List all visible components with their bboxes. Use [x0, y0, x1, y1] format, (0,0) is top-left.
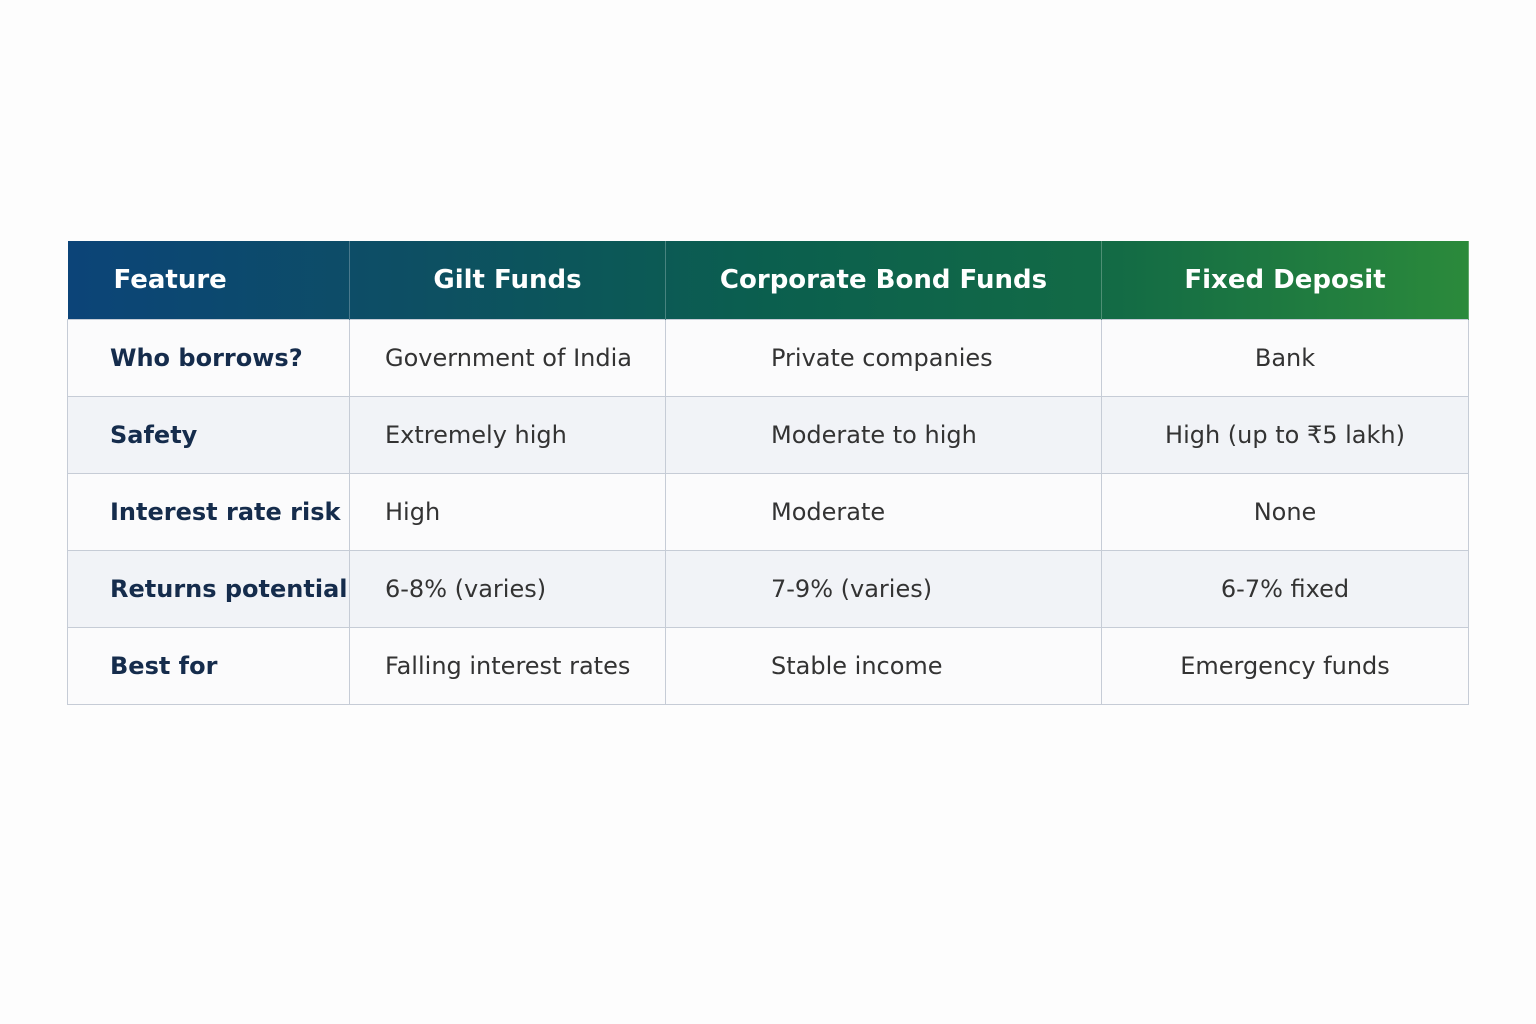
table-cell: Emergency funds [1101, 627, 1469, 705]
table-cell: 6-8% (varies) [349, 550, 666, 628]
table-row: Who borrows? Government of India Private c… [67, 319, 1469, 397]
header-cell: Feature [67, 241, 350, 320]
table-row: Safety Extremely high Moderate to high High… [67, 396, 1469, 474]
header-row: Feature Gilt Funds Corporate Bond Funds Fix… [67, 241, 1469, 320]
row-label: Returns potential [67, 550, 350, 628]
table-cell: Stable income [665, 627, 1102, 705]
table-cell: Extremely high [349, 396, 666, 474]
table-cell: High (up to ₹5 lakh) [1101, 396, 1469, 474]
header-cell: Corporate Bond Funds [665, 241, 1102, 320]
header-cell: Gilt Funds [349, 241, 666, 320]
table-row: Interest rate risk High Moderate None [67, 473, 1469, 551]
comparison-table: Feature Gilt Funds Corporate Bond Funds Fix… [67, 241, 1469, 705]
row-label: Who borrows? [67, 319, 350, 397]
table-row: Returns potential 6-8% (varies) 7-9% (vari… [67, 550, 1469, 628]
row-label: Best for [67, 627, 350, 705]
table-cell: High [349, 473, 666, 551]
header-cell: Fixed Deposit [1101, 241, 1469, 320]
table-cell: Government of India [349, 319, 666, 397]
table-cell: Moderate [665, 473, 1102, 551]
table-cell: Bank [1101, 319, 1469, 397]
table-cell: 6-7% fixed [1101, 550, 1469, 628]
table-cell: None [1101, 473, 1469, 551]
table-cell: Moderate to high [665, 396, 1102, 474]
table-cell: Falling interest rates [349, 627, 666, 705]
table-row: Best for Falling interest rates Stable inc… [67, 627, 1469, 705]
row-label: Interest rate risk [67, 473, 350, 551]
table-cell: 7-9% (varies) [665, 550, 1102, 628]
row-label: Safety [67, 396, 350, 474]
table-cell: Private companies [665, 319, 1102, 397]
